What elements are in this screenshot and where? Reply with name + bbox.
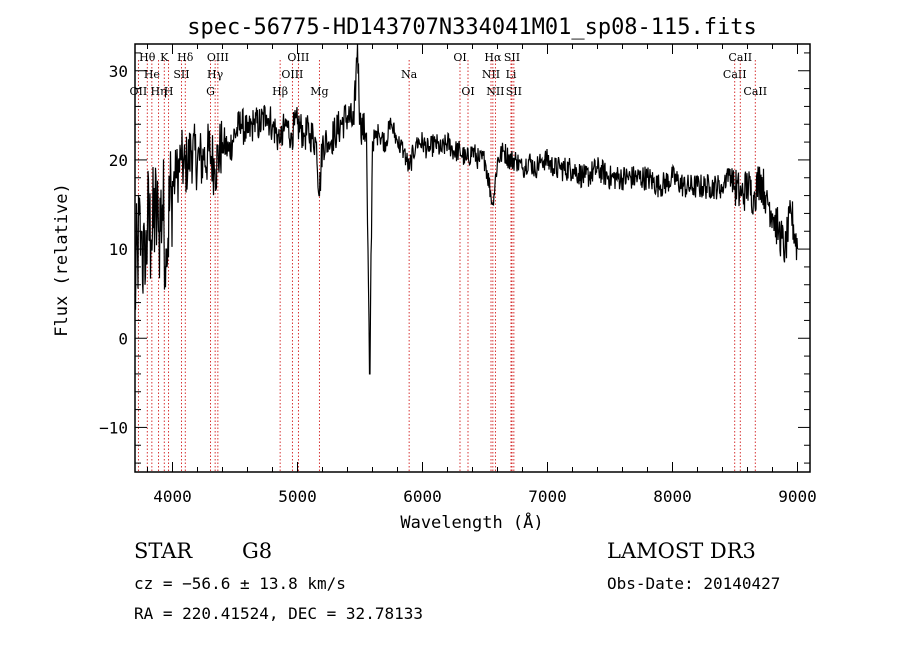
chart-title: spec-56775-HD143707N334041M01_sp08-115.f… <box>187 15 757 40</box>
spectrum-line <box>134 43 799 375</box>
x-tick-label: 6000 <box>403 487 442 506</box>
line-marker-label: CaII <box>728 51 752 64</box>
line-marker-label: OI <box>453 51 466 64</box>
line-marker-label: Hβ <box>272 85 288 98</box>
line-marker-label: SII <box>506 85 522 98</box>
x-tick-label: 5000 <box>278 487 317 506</box>
y-tick-label: 10 <box>109 240 128 259</box>
line-marker-label: Na <box>401 68 418 81</box>
line-marker-label: NII <box>482 68 500 81</box>
x-tick-label: 8000 <box>653 487 692 506</box>
line-marker-label: Hθ <box>139 51 156 64</box>
line-marker-label: H <box>164 85 174 98</box>
x-tick-label: 9000 <box>778 487 817 506</box>
line-markers: OII Hθ He Hη K H SII Hδ G Hγ OIII Hβ OIII OIII Mg Na OI O… <box>130 51 767 472</box>
redshift-text: cz = −56.6 ± 13.8 km/s <box>134 574 346 593</box>
survey-label: LAMOST DR3 <box>607 539 756 563</box>
line-marker-label: SII <box>173 68 189 81</box>
y-axis-label: Flux (relative) <box>52 183 72 337</box>
line-marker-label: Hγ <box>207 68 224 81</box>
axis-ticks: 4000 5000 6000 7000 8000 9000 −10 0 10 20 30 <box>99 44 817 506</box>
line-marker-label: CaII <box>743 85 767 98</box>
coordinates-text: RA = 220.41524, DEC = 32.78133 <box>134 604 423 623</box>
x-tick-label: 7000 <box>528 487 567 506</box>
line-marker-label: He <box>144 68 160 81</box>
y-tick-label: 20 <box>109 151 128 170</box>
y-tick-label: −10 <box>99 418 128 437</box>
line-marker-label: OIII <box>281 68 303 81</box>
obs-date-text: Obs-Date: 20140427 <box>607 574 781 593</box>
line-marker-label: OI <box>461 85 474 98</box>
line-marker-label: SII <box>504 51 520 64</box>
y-tick-label: 30 <box>109 62 128 81</box>
x-axis-label: Wavelength (Å) <box>400 511 543 533</box>
class-label: STAR <box>134 539 193 563</box>
y-tick-label: 0 <box>118 329 128 348</box>
line-marker-label: K <box>160 51 169 64</box>
line-marker-label: Li <box>506 68 517 81</box>
plot-frame <box>134 43 811 473</box>
line-marker-label: OIII <box>287 51 309 64</box>
x-tick-label: 4000 <box>153 487 192 506</box>
line-marker-label: Hη <box>151 85 167 98</box>
line-marker-label: Mg <box>310 85 328 98</box>
subclass-label: G8 <box>242 539 273 563</box>
line-marker-label: OIII <box>207 51 229 64</box>
line-marker-label: NII <box>486 85 504 98</box>
line-marker-label: CaII <box>723 68 747 81</box>
line-marker-label: G <box>206 85 215 98</box>
line-marker-label: OII <box>130 85 148 98</box>
line-marker-label: Hα <box>484 51 502 64</box>
line-marker-label: Hδ <box>177 51 194 64</box>
